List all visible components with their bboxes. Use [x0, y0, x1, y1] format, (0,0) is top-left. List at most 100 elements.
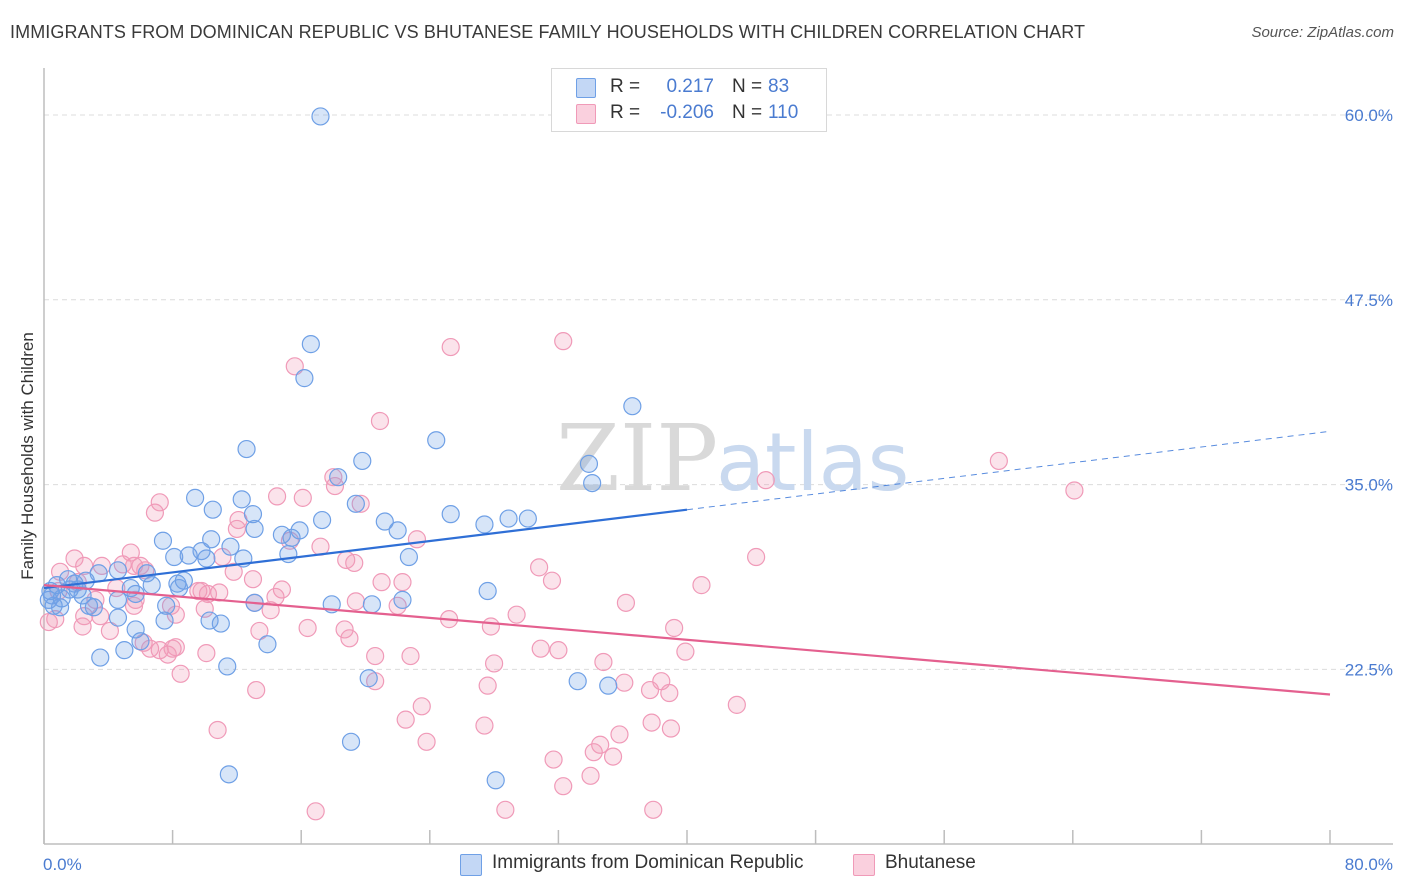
legend-swatch-blue	[576, 78, 596, 98]
bhutanese-point	[507, 605, 526, 624]
bhutanese-point	[247, 680, 266, 700]
dominican-point	[499, 509, 518, 528]
dominican-point	[108, 590, 128, 609]
dominican-point	[341, 732, 361, 751]
bhutanese-point	[227, 519, 246, 539]
dominican-point	[579, 454, 599, 473]
dominican-point	[84, 598, 103, 617]
bhutanese-point	[727, 695, 746, 714]
bhutanese-point	[989, 451, 1008, 471]
dominican-point	[211, 614, 230, 633]
dominican-point	[197, 549, 216, 568]
dominican-point	[221, 537, 240, 556]
x-tick-label-max: 80.0%	[1345, 855, 1393, 874]
dominican-point	[599, 676, 618, 695]
x-tick-label-min: 0.0%	[43, 855, 82, 874]
bhutanese-point	[224, 562, 243, 581]
dominican-point	[486, 771, 505, 790]
dominican-point	[359, 669, 378, 688]
dominican-point	[232, 490, 251, 509]
bhutanese-point	[544, 750, 563, 769]
dominican-point	[155, 611, 174, 630]
dominican-point	[258, 635, 277, 654]
dominican-point	[153, 531, 173, 550]
bhutanese-point	[692, 576, 711, 595]
y-tick-label: 35.0%	[1345, 476, 1393, 495]
dominican-point	[475, 515, 494, 534]
bhutanese-point	[481, 617, 500, 636]
dominican-point	[427, 431, 446, 450]
dominican-point	[346, 494, 365, 513]
dominican-point	[623, 397, 642, 416]
dominican-point	[218, 657, 237, 676]
axes	[43, 68, 1393, 845]
dominican-point	[388, 521, 407, 540]
dominican-point	[115, 641, 134, 660]
bhutanese-point	[591, 735, 610, 754]
dominican-point	[165, 547, 184, 567]
bhutanese-point	[660, 683, 679, 703]
bhutanese-point	[530, 558, 549, 577]
series-legend-label: Bhutanese	[885, 852, 976, 873]
bhutanese-point	[665, 618, 684, 638]
legend-r-value: 0.217	[666, 76, 714, 97]
bhutanese-point	[747, 547, 766, 567]
bhutanese-point	[346, 592, 365, 611]
dominican-point	[290, 521, 309, 540]
dominican-point	[245, 519, 264, 539]
bhutanese-point	[531, 639, 550, 658]
bhutanese-point	[644, 800, 663, 819]
bhutanese-point	[441, 337, 460, 357]
bhutanese-point	[475, 716, 494, 735]
legend-swatch-pink	[576, 104, 596, 124]
bhutanese-point	[46, 610, 65, 629]
dominican-point	[186, 488, 205, 507]
dominican-point	[42, 586, 62, 605]
bhutanese-point	[676, 642, 695, 661]
bhutanese-point	[393, 573, 412, 592]
bhutanese-point	[496, 800, 515, 819]
trendlines	[43, 430, 1331, 696]
bhutanese-point	[293, 488, 312, 507]
legend-swatch-blue	[460, 854, 482, 876]
watermark: ZIP atlas	[556, 405, 909, 512]
bhutanese-point	[340, 629, 359, 648]
dominican-trendline-extension	[686, 430, 1331, 511]
dominican-point	[243, 505, 263, 524]
dominican-trendline	[43, 508, 688, 590]
y-axis-label: Family Households with Children	[18, 332, 37, 580]
bhutanese-point	[208, 720, 227, 740]
bhutanese-point	[616, 593, 636, 612]
dominican-point	[237, 439, 256, 459]
bhutanese-point	[584, 743, 603, 762]
legend-n-value: 110	[768, 102, 799, 123]
bhutanese-point	[261, 601, 280, 620]
dominican-point	[329, 468, 348, 487]
bhutanese-point	[351, 494, 370, 513]
dominican-point	[157, 596, 176, 615]
legend-row-dominican: R = 0.217 N = 83	[552, 74, 826, 100]
bhutanese-point	[250, 621, 269, 641]
bhutanese-point	[285, 357, 304, 376]
watermark-atlas: atlas	[716, 416, 909, 509]
bhutanese-point	[272, 580, 292, 599]
bhutanese-point	[401, 646, 420, 666]
y-tick-label: 47.5%	[1345, 291, 1393, 310]
bhutanese-point	[197, 644, 216, 663]
bhutanese-point	[91, 607, 110, 626]
dominican-point	[108, 608, 128, 627]
bhutanese-point	[417, 732, 436, 751]
bhutanese-point	[171, 664, 190, 683]
bhutanese-point	[267, 487, 287, 506]
dominican-point	[478, 581, 497, 601]
bhutanese-point	[412, 697, 431, 716]
dominican-point	[91, 648, 110, 667]
legend-r-label: R =	[610, 102, 641, 123]
bhutanese-trendline	[43, 584, 1331, 696]
bhutanese-point	[140, 639, 160, 658]
dominican-point	[375, 512, 394, 531]
dominican-point	[301, 335, 320, 354]
watermark-zip: ZIP	[556, 405, 718, 512]
bhutanese-point	[661, 719, 681, 738]
bhutanese-point	[581, 766, 600, 785]
